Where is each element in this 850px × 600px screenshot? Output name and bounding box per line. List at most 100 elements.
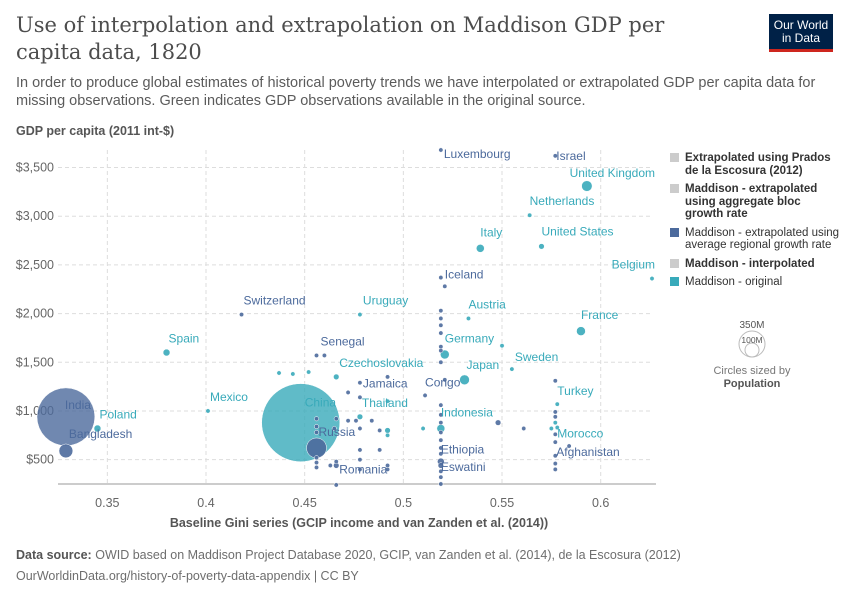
data-point[interactable] <box>566 443 572 449</box>
data-point[interactable] <box>438 474 444 480</box>
data-point[interactable] <box>314 424 319 429</box>
data-point[interactable] <box>385 374 391 380</box>
data-point[interactable] <box>552 431 558 437</box>
data-point[interactable] <box>345 418 351 424</box>
data-point[interactable] <box>314 353 319 358</box>
data-point[interactable] <box>438 402 444 408</box>
data-point[interactable] <box>576 326 586 336</box>
data-point[interactable] <box>356 413 364 420</box>
data-point[interactable] <box>385 398 391 404</box>
data-point[interactable] <box>357 466 363 472</box>
data-point[interactable] <box>552 461 558 467</box>
data-point[interactable] <box>438 275 444 281</box>
data-point[interactable] <box>554 401 560 407</box>
owid-logo[interactable]: Our World in Data <box>769 14 833 52</box>
data-point[interactable] <box>552 466 558 472</box>
data-point[interactable] <box>357 312 363 318</box>
data-point[interactable] <box>437 462 444 469</box>
legend-item[interactable]: Maddison - extrapolated using average re… <box>670 227 840 252</box>
data-point[interactable] <box>552 420 558 426</box>
data-point[interactable] <box>314 416 319 422</box>
data-point[interactable] <box>357 457 363 463</box>
data-point[interactable] <box>527 212 533 218</box>
data-point[interactable] <box>552 409 558 415</box>
data-point[interactable] <box>494 419 502 426</box>
data-point[interactable] <box>499 343 505 349</box>
data-point[interactable] <box>422 392 428 398</box>
legend-item[interactable]: Extrapolated using Prados de la Escosura… <box>670 152 840 177</box>
data-point[interactable] <box>538 243 545 250</box>
data-point[interactable] <box>58 443 74 459</box>
data-point[interactable] <box>581 180 593 192</box>
data-point[interactable] <box>552 439 558 445</box>
data-point[interactable] <box>377 427 383 433</box>
data-point[interactable] <box>369 418 375 424</box>
data-point[interactable] <box>438 316 444 321</box>
data-point[interactable] <box>466 316 471 321</box>
legend-item[interactable]: Maddison - interpolated <box>670 258 840 271</box>
data-point[interactable] <box>509 366 515 372</box>
data-point[interactable] <box>438 429 444 435</box>
data-point[interactable] <box>306 437 327 459</box>
data-point[interactable] <box>353 418 359 424</box>
data-point[interactable] <box>552 453 558 459</box>
data-point[interactable] <box>327 463 333 468</box>
data-point[interactable] <box>548 426 554 431</box>
data-point[interactable] <box>438 359 444 365</box>
data-point[interactable] <box>333 373 340 380</box>
data-point[interactable] <box>321 353 327 358</box>
data-point[interactable] <box>331 426 337 431</box>
data-point[interactable] <box>314 455 319 461</box>
data-point[interactable] <box>438 468 444 474</box>
data-point[interactable] <box>438 445 444 451</box>
data-point[interactable] <box>438 330 444 336</box>
data-point[interactable] <box>357 426 363 431</box>
data-point[interactable] <box>239 312 244 318</box>
data-point[interactable] <box>459 374 470 385</box>
data-point[interactable] <box>420 426 426 431</box>
legend-item[interactable]: Maddison - original <box>670 276 840 289</box>
data-point[interactable] <box>438 437 444 443</box>
data-point[interactable] <box>377 447 383 453</box>
data-point[interactable] <box>306 369 312 375</box>
data-point[interactable] <box>442 377 448 383</box>
data-point[interactable] <box>552 153 558 159</box>
data-point[interactable] <box>438 147 444 153</box>
data-point[interactable] <box>357 447 363 453</box>
data-point[interactable] <box>357 394 363 400</box>
data-point[interactable] <box>438 420 444 426</box>
data-point[interactable] <box>552 378 558 384</box>
legend-item[interactable]: Maddison - extrapolated using aggregate … <box>670 183 840 221</box>
point-label: United Kingdom <box>570 166 655 180</box>
data-point[interactable] <box>357 380 363 386</box>
data-point[interactable] <box>552 414 558 420</box>
data-point[interactable] <box>521 426 527 431</box>
data-point[interactable] <box>442 283 448 289</box>
data-point[interactable] <box>438 481 444 487</box>
data-point[interactable] <box>438 412 444 418</box>
data-point[interactable] <box>205 408 211 414</box>
data-point[interactable] <box>649 276 655 281</box>
data-point[interactable] <box>385 432 391 438</box>
data-point[interactable] <box>384 427 391 434</box>
data-point[interactable] <box>554 425 560 430</box>
data-point[interactable] <box>476 244 485 253</box>
data-point[interactable] <box>333 459 339 465</box>
data-point[interactable] <box>276 370 282 376</box>
data-point[interactable] <box>333 416 339 422</box>
data-point[interactable] <box>162 348 171 357</box>
data-point[interactable] <box>345 390 351 395</box>
data-point[interactable] <box>438 308 444 314</box>
data-point[interactable] <box>438 348 444 354</box>
data-point[interactable] <box>314 464 319 470</box>
data-point[interactable] <box>333 482 339 488</box>
data-point[interactable] <box>314 460 319 466</box>
data-point[interactable] <box>438 451 444 457</box>
data-point[interactable] <box>290 371 296 377</box>
point-label: Morocco <box>557 427 603 441</box>
data-point[interactable] <box>93 424 102 433</box>
data-point[interactable] <box>314 429 319 435</box>
footer-url[interactable]: OurWorldinData.org/history-of-poverty-da… <box>16 569 359 583</box>
data-point[interactable] <box>385 466 391 472</box>
data-point[interactable] <box>438 322 444 328</box>
